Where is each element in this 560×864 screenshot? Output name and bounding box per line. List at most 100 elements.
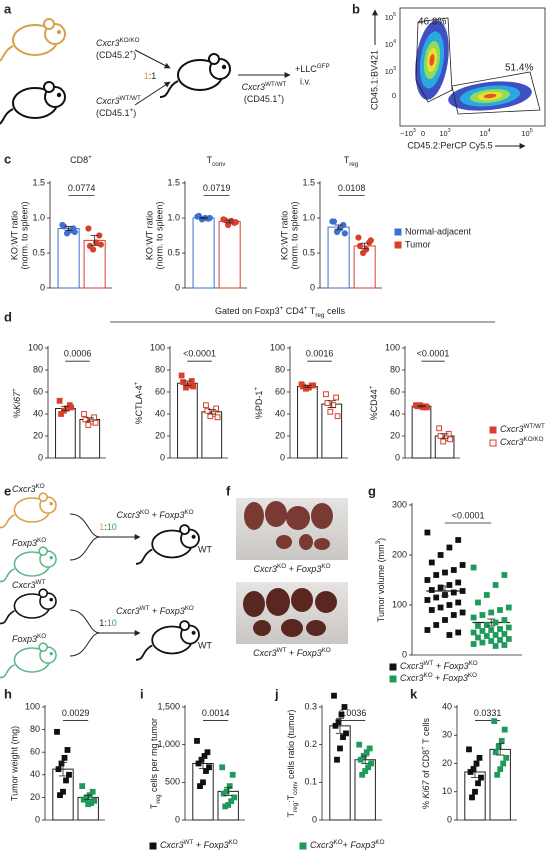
error-bar xyxy=(471,765,479,779)
panel-label: j xyxy=(274,686,279,701)
y-tick-label: 0 xyxy=(395,452,400,462)
error-bar xyxy=(360,242,369,250)
y-tick-label: 80 xyxy=(275,364,285,374)
mouse-eye xyxy=(49,651,53,656)
injection-part: +LLC xyxy=(295,64,317,74)
donor-genotype-part: KO/KO xyxy=(120,37,140,44)
mouse-ear xyxy=(38,546,49,556)
y-axis-label-part: + xyxy=(420,746,427,750)
y-tick-label: 100 xyxy=(25,701,40,711)
gate-percent: 51.4% xyxy=(505,63,533,74)
y-tick-label: 1.0 xyxy=(32,212,45,222)
legend-label-part: KO xyxy=(375,839,384,846)
legend-marker xyxy=(394,228,402,236)
tumor xyxy=(311,503,333,529)
legend-label: Cxcr3WT/WT xyxy=(500,423,545,434)
y-tick-label: 0 xyxy=(38,452,43,462)
mouse-eye xyxy=(191,630,196,635)
y-axis-label-part: T xyxy=(286,811,296,817)
donor-genotype-part: Cxcr3 xyxy=(12,580,36,590)
data-point xyxy=(475,623,481,629)
y-axis-label: (norm. to spleen) xyxy=(154,201,164,269)
y-tick-label: 100 xyxy=(150,342,165,352)
data-point xyxy=(334,756,340,763)
mix-genotype-part: Foxp3 xyxy=(159,510,184,520)
y-tick-label-part: 10 xyxy=(385,13,393,22)
panel-label: d xyxy=(4,309,12,324)
legend-label-part: KO xyxy=(469,660,478,667)
injection-route: i.v. xyxy=(300,76,311,86)
data-point xyxy=(459,562,466,568)
p-value: <0.0001 xyxy=(452,510,485,520)
data-point xyxy=(483,592,490,598)
y-axis-label-part: ) xyxy=(376,538,386,541)
photo-caption-part: KO xyxy=(322,647,331,654)
panel-header-part: T xyxy=(307,306,315,316)
data-point xyxy=(365,764,372,771)
y-axis-label-part: cells ratio (tumor) xyxy=(286,710,296,782)
data-point xyxy=(505,604,512,611)
data-point xyxy=(206,214,213,222)
error-bar xyxy=(183,380,192,386)
data-point xyxy=(86,242,94,250)
arrow xyxy=(134,49,171,69)
y-tick-label: 200 xyxy=(392,549,407,559)
y-axis-label-part: Ki67 xyxy=(421,779,431,798)
y-axis-label-part: Tumor volume (mm xyxy=(376,544,386,622)
data-point xyxy=(357,756,364,763)
chart-title-part: conv xyxy=(212,161,226,168)
y-tick-label: 104 xyxy=(385,39,396,49)
data-point xyxy=(61,754,68,761)
data-point xyxy=(450,612,457,618)
y-tick-label: 20 xyxy=(155,430,165,440)
data-point xyxy=(367,237,374,244)
y-axis-label: KO:WT ratio xyxy=(279,211,289,260)
error-bar xyxy=(85,417,94,422)
y-tick-label: 40 xyxy=(30,769,40,779)
y-tick-label: 103 xyxy=(385,66,396,76)
data-point xyxy=(195,760,202,767)
density-contour xyxy=(429,54,435,66)
legend-label-part: Foxp3 xyxy=(444,661,469,671)
data-point xyxy=(424,577,431,583)
data-point xyxy=(492,582,499,588)
data-point xyxy=(424,529,431,536)
data-point xyxy=(85,801,92,808)
data-point xyxy=(68,404,75,411)
tumor xyxy=(243,591,265,617)
data-point xyxy=(437,584,444,591)
legend-label: Cxcr3KO + Foxp3KO xyxy=(400,672,477,683)
data-point xyxy=(492,643,499,649)
donor-genotype: Cxcr3KO xyxy=(12,483,45,494)
data-point xyxy=(446,632,453,638)
error-bar xyxy=(417,405,426,408)
y-tick-label: 0 xyxy=(175,814,180,824)
data-point xyxy=(433,572,440,578)
mouse-icon xyxy=(0,18,66,62)
donor-marker-part: + xyxy=(130,49,134,56)
y-axis-label: (norm. to spleen) xyxy=(289,201,299,269)
chart-title: Tconv xyxy=(207,155,227,168)
x-tick-label-part: 10 xyxy=(521,129,529,138)
data-point xyxy=(446,544,453,551)
data-point xyxy=(366,745,373,752)
data-point xyxy=(470,614,477,621)
data-point xyxy=(450,567,457,573)
panel-header-part: reg xyxy=(315,312,325,319)
legend-label: Cxcr3KO/KO xyxy=(500,436,544,447)
y-axis-label-part: 3 xyxy=(375,540,382,544)
data-point xyxy=(475,599,481,606)
legend-label-part: Foxp3 xyxy=(443,673,468,683)
legend-label-part: KO xyxy=(334,839,343,846)
data-point xyxy=(85,225,92,232)
tumor xyxy=(315,591,337,613)
y-tick-label: 500 xyxy=(165,777,180,787)
mix-genotype-part: Cxcr3 xyxy=(116,606,140,616)
recipient-marker-part: + xyxy=(277,93,281,100)
y-axis-label: Treg cells per mg tumor xyxy=(149,718,162,809)
data-point xyxy=(446,582,453,588)
data-point xyxy=(58,411,64,417)
mouse-icon xyxy=(135,620,200,661)
legend-label-part: + xyxy=(343,840,351,850)
data-point xyxy=(436,425,443,432)
